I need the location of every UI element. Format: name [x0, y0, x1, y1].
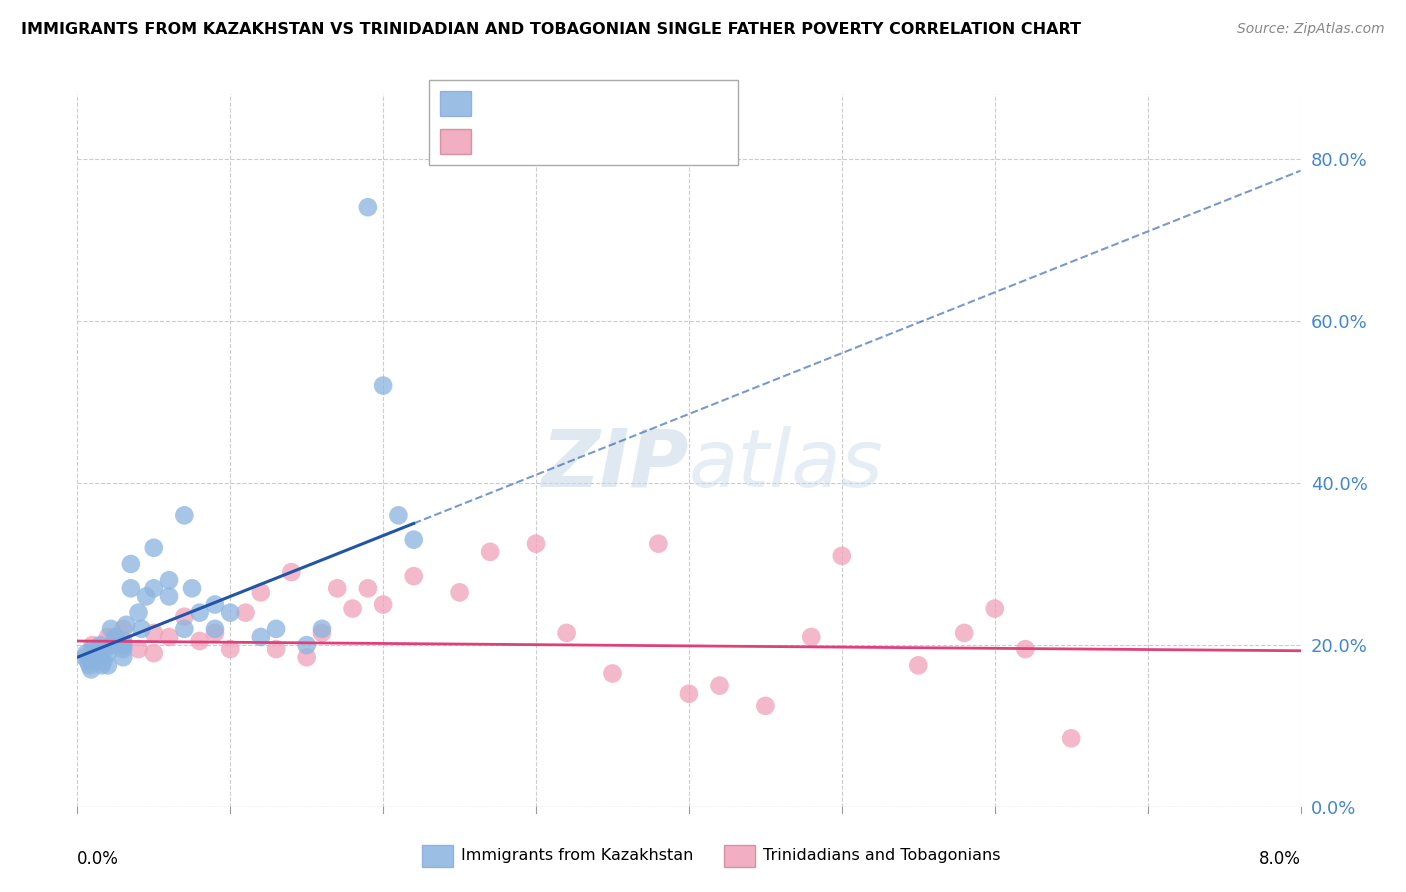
Point: [173, 609, 195, 624]
Text: R = -0.009   N = 41: R = -0.009 N = 41: [477, 133, 654, 151]
Point: [357, 582, 380, 596]
Point: [204, 622, 226, 636]
Point: [371, 378, 394, 392]
Point: [112, 634, 135, 648]
Point: [127, 642, 149, 657]
Point: [479, 545, 502, 559]
Point: [264, 642, 287, 657]
Point: [127, 606, 149, 620]
Point: [112, 642, 135, 657]
Point: [142, 541, 165, 555]
Point: [76, 646, 98, 660]
Point: [754, 698, 776, 713]
Point: [94, 642, 117, 657]
Point: [104, 630, 127, 644]
Point: [120, 582, 142, 596]
Point: [555, 626, 578, 640]
Point: [524, 537, 547, 551]
Point: [97, 658, 120, 673]
Point: [602, 666, 624, 681]
Point: [87, 650, 110, 665]
Point: [157, 630, 180, 644]
Point: [82, 638, 104, 652]
Point: [219, 642, 242, 657]
Point: [250, 630, 273, 644]
Point: [647, 537, 669, 551]
Point: [89, 642, 111, 657]
Point: [112, 622, 135, 636]
Point: [79, 658, 101, 673]
Point: [80, 662, 103, 676]
Point: [97, 630, 120, 644]
Point: [142, 626, 165, 640]
Point: [181, 582, 204, 596]
Point: [402, 569, 425, 583]
Point: [907, 658, 929, 673]
Point: [1014, 642, 1036, 657]
Point: [73, 650, 96, 665]
Point: [112, 638, 135, 652]
Point: [82, 642, 104, 657]
Point: [342, 601, 364, 615]
Text: ZIP: ZIP: [541, 425, 689, 504]
Point: [402, 533, 425, 547]
Point: [115, 617, 138, 632]
Point: [101, 638, 124, 652]
Point: [90, 658, 112, 673]
Text: Source: ZipAtlas.com: Source: ZipAtlas.com: [1237, 22, 1385, 37]
Point: [326, 582, 349, 596]
Point: [449, 585, 471, 599]
Point: [112, 650, 135, 665]
Point: [97, 646, 120, 660]
Point: [82, 650, 104, 665]
Point: [84, 646, 107, 660]
Text: 0.0%: 0.0%: [77, 850, 120, 868]
Text: Trinidadians and Tobagonians: Trinidadians and Tobagonians: [763, 848, 1001, 863]
Point: [295, 650, 318, 665]
Point: [1060, 731, 1083, 746]
Point: [831, 549, 853, 563]
Point: [357, 200, 380, 214]
Point: [89, 638, 111, 652]
Point: [188, 634, 211, 648]
Point: [204, 626, 226, 640]
Point: [280, 565, 302, 579]
Point: [311, 626, 333, 640]
Point: [173, 508, 195, 523]
Point: [800, 630, 823, 644]
Point: [157, 573, 180, 587]
Point: [91, 654, 114, 668]
Point: [678, 687, 700, 701]
Point: [311, 622, 333, 636]
Point: [142, 646, 165, 660]
Point: [371, 598, 394, 612]
Point: [135, 590, 157, 604]
Point: [77, 654, 100, 668]
Text: IMMIGRANTS FROM KAZAKHSTAN VS TRINIDADIAN AND TOBAGONIAN SINGLE FATHER POVERTY C: IMMIGRANTS FROM KAZAKHSTAN VS TRINIDADIA…: [21, 22, 1081, 37]
Text: 8.0%: 8.0%: [1258, 850, 1301, 868]
Point: [157, 590, 180, 604]
Text: R =   0.197   N = 48: R = 0.197 N = 48: [477, 95, 658, 112]
Point: [709, 679, 731, 693]
Point: [953, 626, 976, 640]
Text: Immigrants from Kazakhstan: Immigrants from Kazakhstan: [461, 848, 693, 863]
Point: [387, 508, 409, 523]
Point: [235, 606, 257, 620]
Point: [188, 606, 211, 620]
Point: [219, 606, 242, 620]
Point: [173, 622, 195, 636]
Point: [112, 638, 135, 652]
Point: [131, 622, 153, 636]
Point: [86, 642, 108, 657]
Point: [100, 622, 122, 636]
Point: [295, 638, 318, 652]
Point: [120, 557, 142, 571]
Point: [142, 582, 165, 596]
Point: [264, 622, 287, 636]
Point: [250, 585, 273, 599]
Point: [984, 601, 1007, 615]
Point: [204, 598, 226, 612]
Point: [82, 654, 104, 668]
Text: atlas: atlas: [689, 425, 884, 504]
